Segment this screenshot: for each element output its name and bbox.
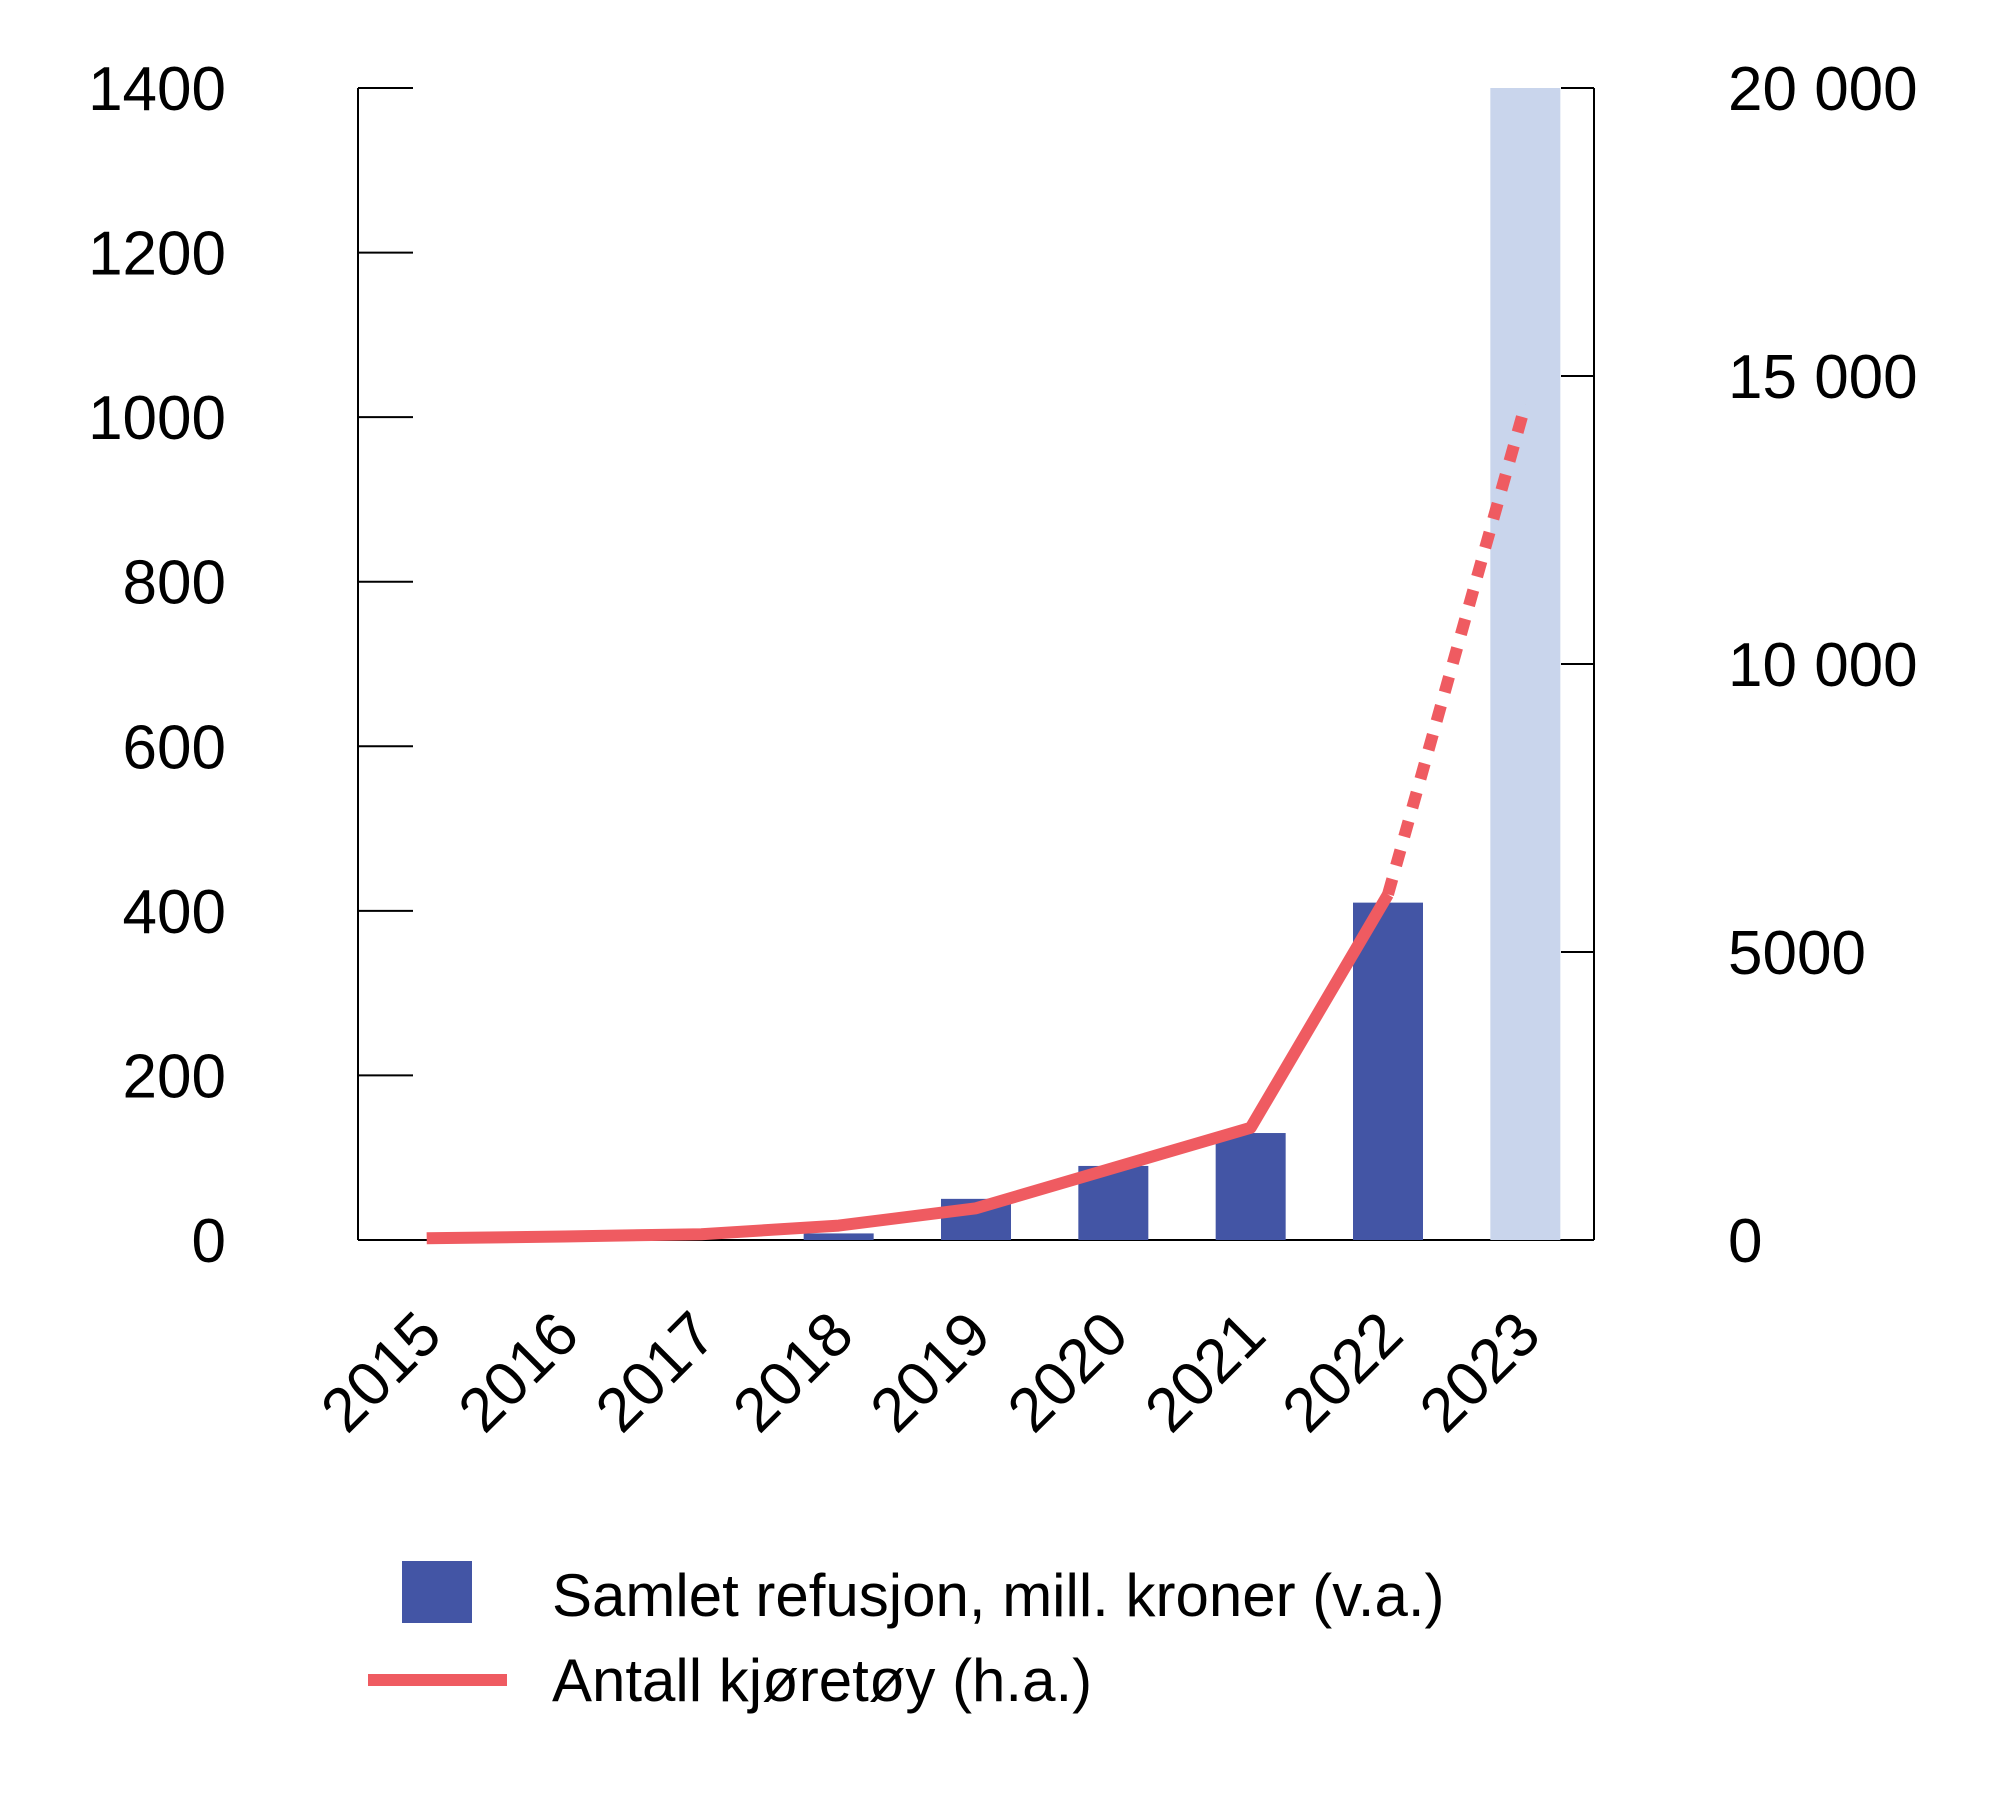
left-tick-label: 0 [192,1207,226,1276]
right-tick-label: 10 000 [1728,631,1918,700]
left-tick-label: 1000 [88,384,226,453]
x-tick-label-2017: 2017 [583,1299,729,1445]
right-tick-label: 15 000 [1728,343,1918,412]
left-tick-label: 1400 [88,55,226,124]
line-solid-segment [426,891,1394,1245]
x-tick-label-2018: 2018 [720,1299,866,1445]
bar-2018 [803,1233,874,1240]
x-tick-label-2015: 2015 [308,1299,454,1445]
left-axis-ticks: 0 200 400 600 800 1000 1200 1400 [88,55,413,1276]
left-tick-label: 1200 [88,220,226,289]
legend-bar-swatch [402,1561,472,1623]
x-tick-label-2019: 2019 [858,1299,1004,1445]
right-tick-label: 5000 [1728,919,1866,988]
bar-series [803,88,1561,1240]
bar-2021 [1215,1133,1286,1240]
legend-line-label: Antall kjøretøy (h.a.) [552,1647,1092,1714]
x-tick-label-2022: 2022 [1270,1299,1416,1445]
bar-2023 [1490,88,1561,1240]
legend: Samlet refusjon, mill. kroner (v.a.) Ant… [368,1561,1444,1714]
x-tick-label-2023: 2023 [1407,1299,1553,1445]
x-tick-label-2016: 2016 [446,1299,592,1445]
bar-2022 [1353,902,1423,1240]
left-tick-label: 800 [123,549,226,618]
right-tick-label: 20 000 [1728,55,1918,124]
line-series [426,403,1532,1245]
right-tick-label: 0 [1728,1207,1762,1276]
line-dashed-segment [1382,403,1532,897]
x-tick-label-2021: 2021 [1132,1299,1278,1445]
x-tick-label-2020: 2020 [995,1299,1141,1445]
legend-bar-label: Samlet refusjon, mill. kroner (v.a.) [552,1562,1444,1629]
left-tick-label: 400 [123,878,226,947]
right-axis-ticks: 0 5000 10 000 15 000 20 000 [1561,55,1918,1276]
left-tick-label: 200 [123,1042,226,1111]
left-tick-label: 600 [123,713,226,782]
